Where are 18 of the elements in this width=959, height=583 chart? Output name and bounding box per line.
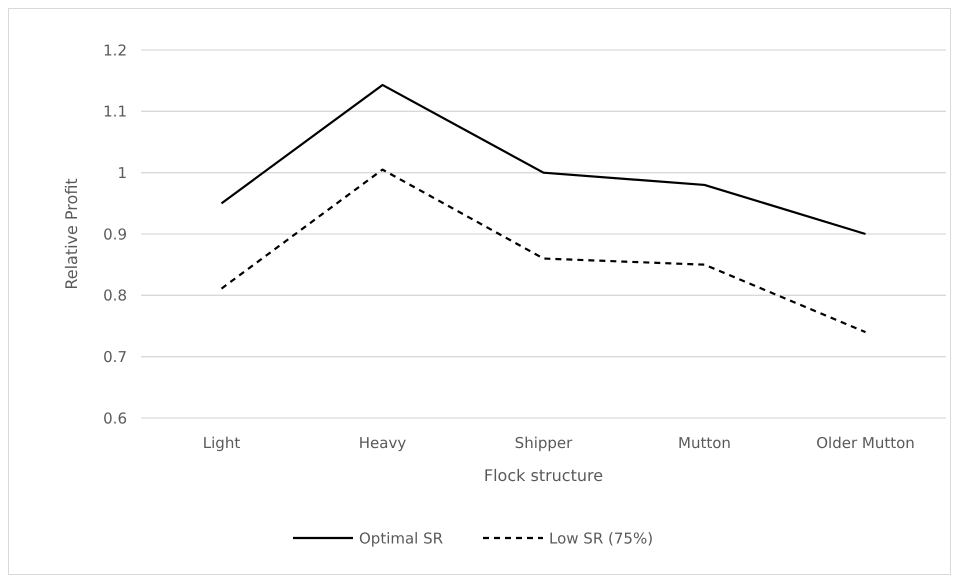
x-tick-label: Mutton [678,434,731,452]
x-tick-label: Shipper [514,434,574,452]
y-tick-label: 0.9 [103,225,127,244]
y-axis-title: Relative Profit [62,178,81,290]
y-tick-label: 0.8 [103,286,127,305]
x-tick-label: Heavy [358,434,406,452]
y-tick-label: 0.7 [103,348,127,366]
x-tick-label: Older Mutton [816,434,915,452]
line-series [220,168,867,334]
x-axis-title: Flock structure [484,466,604,485]
y-tick-label: 1 [117,164,127,182]
y-tick-label: 0.6 [103,409,127,428]
legend-label: Optimal SR [359,529,444,548]
y-tick-label: 1.2 [103,41,127,60]
line-series [220,84,867,236]
legend-label: Low SR (75%) [549,529,654,548]
y-tick-label: 1.1 [103,102,127,121]
x-tick-label: Light [202,434,240,452]
